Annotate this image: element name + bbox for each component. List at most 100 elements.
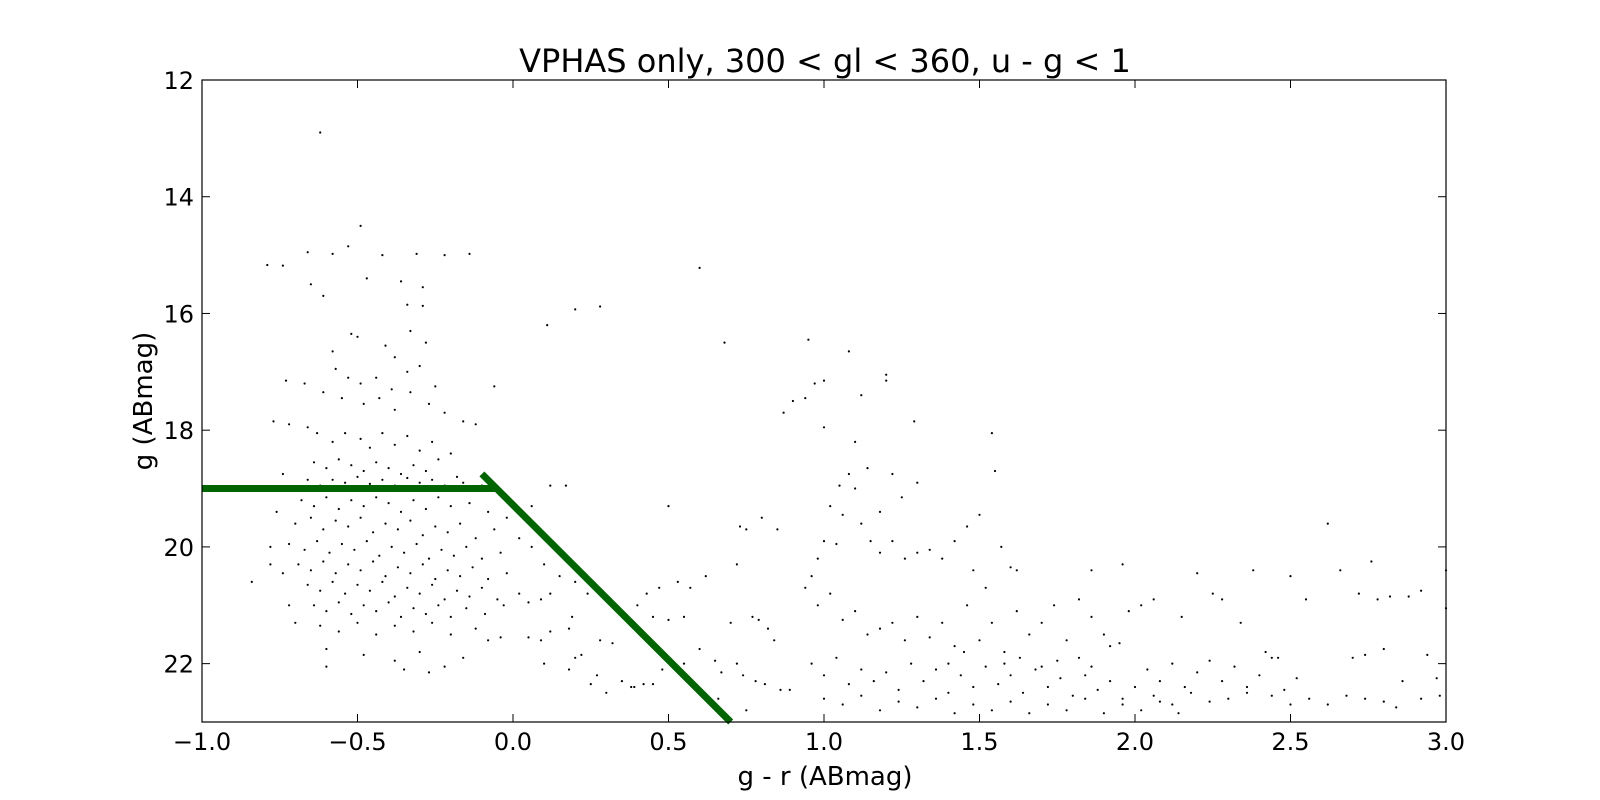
data-point — [344, 481, 347, 484]
data-point — [527, 601, 530, 604]
data-point — [1407, 595, 1410, 598]
data-point — [1034, 668, 1037, 671]
data-point — [362, 505, 365, 508]
data-point — [978, 513, 981, 516]
data-point — [1283, 688, 1286, 692]
data-point — [455, 475, 459, 478]
data-point — [269, 563, 272, 566]
data-point — [633, 685, 636, 689]
data-point — [891, 540, 894, 543]
data-point — [928, 636, 931, 639]
data-point — [496, 598, 499, 601]
data-point — [972, 703, 975, 706]
data-point — [375, 610, 378, 613]
data-point — [446, 569, 449, 572]
data-point — [651, 683, 655, 686]
data-point — [860, 394, 863, 397]
data-point — [916, 551, 919, 554]
data-point — [1196, 572, 1199, 575]
data-point — [356, 621, 359, 624]
data-point — [415, 542, 418, 546]
selection-line — [479, 471, 734, 725]
data-point — [757, 618, 760, 622]
data-point — [427, 671, 431, 674]
data-point — [459, 575, 462, 578]
data-point — [449, 452, 452, 455]
data-point — [558, 575, 561, 578]
data-point — [776, 528, 779, 531]
data-point — [275, 510, 278, 513]
data-point — [564, 484, 568, 487]
data-point — [455, 589, 459, 592]
data-point — [941, 621, 944, 624]
data-point — [567, 627, 571, 630]
data-point — [365, 277, 368, 280]
data-point — [427, 402, 431, 405]
data-point — [424, 507, 427, 511]
data-point — [878, 709, 882, 712]
data-point — [539, 639, 543, 642]
data-point — [446, 531, 449, 534]
data-point — [300, 499, 303, 502]
data-point — [791, 399, 795, 403]
data-point — [474, 627, 477, 630]
data-point — [574, 308, 577, 311]
data-point — [953, 712, 956, 715]
data-point — [480, 557, 483, 560]
data-point — [549, 630, 552, 633]
data-point — [250, 580, 253, 584]
y-axis-ticks: 12 14 16 18 20 22 — [163, 67, 1446, 679]
data-point — [337, 630, 340, 633]
data-point — [312, 604, 316, 607]
data-point — [1021, 691, 1025, 694]
data-point — [381, 254, 384, 257]
data-point — [829, 505, 832, 508]
data-point — [1040, 665, 1043, 668]
data-point — [897, 700, 900, 703]
data-point — [966, 604, 969, 607]
data-point — [822, 540, 826, 543]
data-point — [418, 650, 421, 654]
data-point — [913, 420, 916, 423]
x-axis-ticks: −1.0 −0.5 0.0 0.5 1.0 1.5 2.0 2.5 3.0 — [173, 80, 1465, 756]
data-point — [325, 467, 328, 470]
data-point — [281, 572, 284, 575]
data-point — [1438, 694, 1441, 697]
data-point — [1003, 650, 1006, 654]
data-point — [468, 502, 471, 505]
data-point — [337, 458, 340, 461]
data-point — [1351, 656, 1354, 659]
y-tick-label: 20 — [163, 534, 194, 562]
data-point — [611, 642, 614, 645]
data-point — [636, 604, 639, 607]
data-point — [294, 621, 297, 624]
data-point — [953, 645, 956, 648]
data-point — [306, 251, 309, 254]
data-point — [281, 264, 284, 267]
data-point — [810, 662, 813, 665]
data-point — [409, 519, 412, 522]
data-point — [661, 668, 664, 671]
data-point — [947, 662, 950, 665]
data-point — [1133, 685, 1137, 689]
data-point — [518, 537, 521, 540]
data-point — [347, 563, 350, 566]
data-point — [847, 683, 851, 686]
data-point — [1221, 598, 1224, 601]
data-point — [1270, 656, 1273, 659]
data-point — [1426, 653, 1429, 657]
data-point — [362, 653, 365, 657]
data-point — [804, 397, 807, 400]
data-point — [645, 592, 648, 595]
data-point — [854, 487, 857, 490]
data-point — [885, 671, 888, 674]
data-point — [978, 639, 981, 642]
data-point — [359, 224, 362, 227]
x-tick-label: −0.5 — [328, 728, 386, 756]
data-point — [1357, 592, 1360, 595]
data-point — [1264, 650, 1267, 654]
data-point — [891, 621, 894, 624]
data-point — [667, 618, 670, 622]
data-point — [1364, 653, 1367, 657]
data-point — [499, 636, 502, 639]
